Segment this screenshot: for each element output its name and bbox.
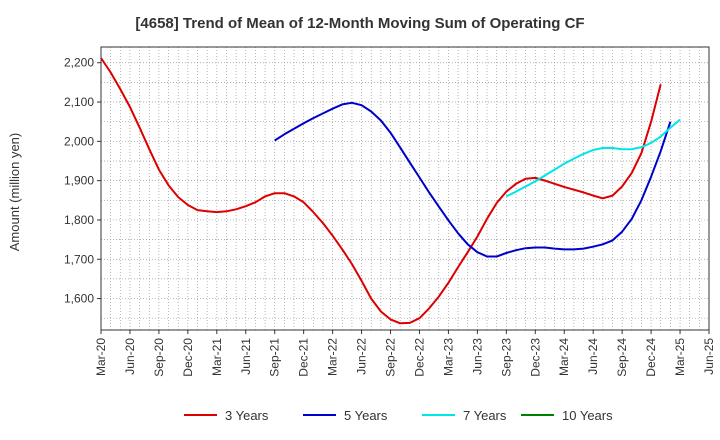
x-tick-label: Jun-22 xyxy=(355,338,369,375)
y-tick-label: 1,800 xyxy=(64,213,94,227)
x-tick-label: Dec-21 xyxy=(297,338,311,377)
legend-label: 10 Years xyxy=(562,408,613,423)
x-tick-label: Sep-22 xyxy=(384,338,398,377)
x-tick-label: Dec-20 xyxy=(181,338,195,377)
y-tick-label: 2,000 xyxy=(64,134,94,148)
y-tick-label: 1,700 xyxy=(64,252,94,266)
x-tick-label: Jun-24 xyxy=(586,338,600,375)
series-line-7-years xyxy=(505,118,681,198)
grid xyxy=(100,46,710,331)
x-tick-label: Dec-24 xyxy=(644,338,658,377)
legend-label: 5 Years xyxy=(344,408,388,423)
x-tick-label: Jun-25 xyxy=(702,338,716,375)
series-line-3-years xyxy=(100,57,662,325)
legend-label: 3 Years xyxy=(225,408,269,423)
x-tick-label: Mar-22 xyxy=(326,338,340,376)
x-tick-label: Dec-22 xyxy=(412,338,426,377)
x-tick-label: Sep-21 xyxy=(268,338,282,377)
x-tick-label: Sep-23 xyxy=(499,338,513,377)
chart-title: [4658] Trend of Mean of 12-Month Moving … xyxy=(135,15,584,32)
x-tick-label: Sep-24 xyxy=(615,338,629,377)
legend: 3 Years 5 Years 7 Years 10 Years xyxy=(184,408,613,423)
x-tick-label: Mar-24 xyxy=(557,338,571,376)
x-tick-label: Mar-23 xyxy=(441,338,455,376)
x-tick-label: Jun-23 xyxy=(470,338,484,375)
x-tick-label: Sep-20 xyxy=(152,338,166,377)
plot-border xyxy=(100,46,710,331)
y-axis-label: Amount (million yen) xyxy=(7,133,22,252)
x-tick-label: Dec-23 xyxy=(528,338,542,377)
y-tick-label: 1,900 xyxy=(64,174,94,188)
y-tick-label: 2,100 xyxy=(64,95,94,109)
y-tick-label: 2,200 xyxy=(64,56,94,70)
x-tick-label: Jun-20 xyxy=(123,338,137,375)
series-lines xyxy=(100,57,681,325)
y-tick-label: 1,600 xyxy=(64,292,94,306)
legend-label: 7 Years xyxy=(463,408,507,423)
plot-area xyxy=(101,47,709,330)
y-axis: 1,600 1,700 1,800 1,900 2,000 2,100 2,200 xyxy=(64,56,101,306)
x-tick-label: Jun-21 xyxy=(239,338,253,375)
x-tick-label: Mar-20 xyxy=(94,338,108,376)
x-tick-label: Mar-25 xyxy=(673,338,687,376)
x-axis: Mar-20 Jun-20 Sep-20 Dec-20 Mar-21 Jun-21 Sep-… xyxy=(94,330,716,377)
series-line-5-years xyxy=(274,101,672,258)
x-tick-label: Mar-21 xyxy=(210,338,224,376)
